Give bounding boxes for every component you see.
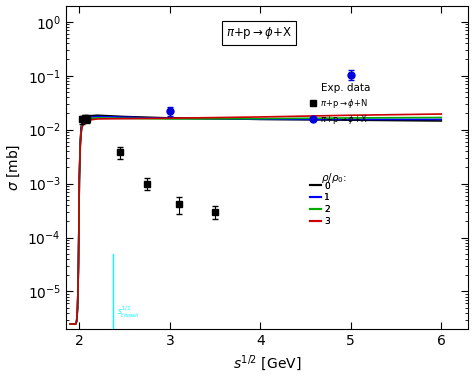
Y-axis label: $\sigma$ [mb]: $\sigma$ [mb] xyxy=(6,144,22,191)
Text: $\rho/\rho_0$:: $\rho/\rho_0$: xyxy=(321,171,347,185)
Text: $s_{thresh}^{1/2}$: $s_{thresh}^{1/2}$ xyxy=(118,304,140,319)
Text: Exp. data: Exp. data xyxy=(321,83,371,93)
Legend: 0, 1, 2, 3: 0, 1, 2, 3 xyxy=(310,182,330,226)
Text: $\pi$+p$\rightarrow$$\phi$+X: $\pi$+p$\rightarrow$$\phi$+X xyxy=(226,25,292,41)
X-axis label: $s^{1/2}$ [GeV]: $s^{1/2}$ [GeV] xyxy=(233,354,301,373)
